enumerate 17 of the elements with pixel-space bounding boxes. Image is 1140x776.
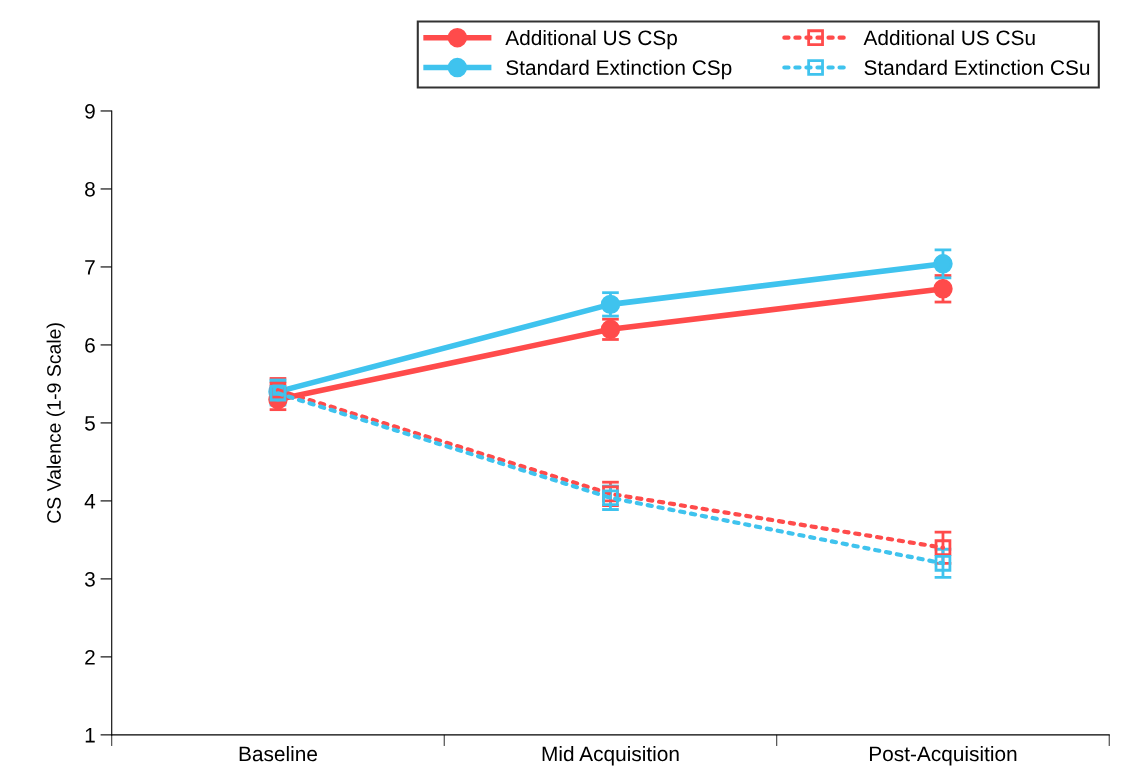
legend-label: Additional US CSu [863, 29, 1035, 46]
legend-label: Additional US CSp [505, 29, 677, 50]
x-tick-label: Post-Acquisition [869, 745, 1017, 766]
x-tick-label: Mid Acquisition [542, 745, 679, 766]
y-tick-label: 1 [85, 728, 95, 743]
y-tick-label: 8 [85, 181, 95, 197]
y-tick-label: 7 [85, 260, 95, 275]
y-axis-title: CS Valence (1-9 Scale) [46, 323, 65, 523]
x-tick-label: Baseline [239, 745, 317, 762]
y-tick-label: 2 [85, 649, 95, 665]
legend-label: Standard Extinction CSp [506, 59, 732, 80]
y-tick-label: 5 [85, 416, 95, 431]
legend-label: Standard Extinction CSu [864, 59, 1090, 76]
y-tick-label: 6 [85, 337, 95, 353]
y-tick-label: 3 [84, 571, 95, 587]
y-tick-label: 4 [84, 494, 96, 509]
y-tick-label: 9 [85, 103, 95, 119]
